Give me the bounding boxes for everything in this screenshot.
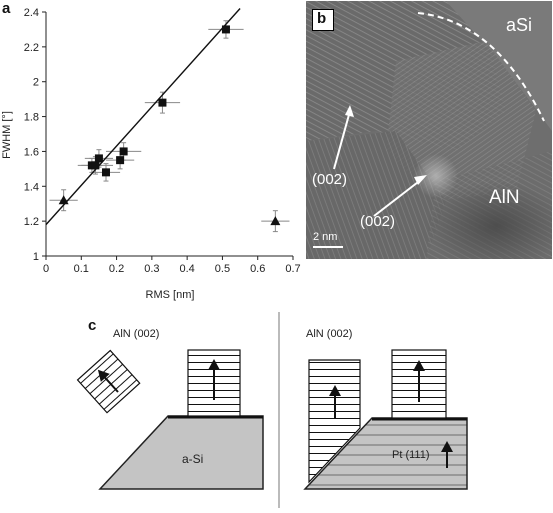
square-data-point: [221, 25, 230, 34]
aln-label: AlN: [489, 187, 520, 208]
aln-column-tilted: [76, 349, 141, 414]
x-tick-label: 0.3: [144, 263, 159, 275]
substrate-right-label: Pt (111): [392, 449, 430, 461]
orientation-annotation-1: (002): [312, 171, 348, 188]
x-tick-label: 0.7: [285, 263, 300, 275]
scale-bar-label: 2 nm: [313, 231, 338, 243]
orientation-annotation-2: (002): [360, 213, 396, 230]
square-data-point: [101, 168, 110, 177]
triangle-data-point: [270, 216, 281, 226]
square-data-point: [116, 156, 125, 165]
aln-column-on-slope: [308, 359, 361, 484]
right-title-aln: AlN (002): [306, 328, 353, 340]
y-tick-label: 1: [33, 251, 39, 263]
square-data-point: [158, 98, 167, 107]
tem-micrograph: [306, 1, 552, 259]
y-tick-label: 1.8: [24, 112, 39, 124]
y-tick-label: 1.2: [24, 216, 39, 228]
panel-b-letter: b: [317, 10, 327, 27]
panel-c-letter: c: [88, 317, 97, 334]
asi-label: aSi: [506, 15, 533, 35]
panel-a: a 0 0.1 0.2 0.3 0.4 0.5 0.6 0.7 1 1.2 1.4 1.6 1.8 2 2.…: [0, 0, 305, 310]
square-data-point: [119, 147, 128, 156]
y-tick-label: 2.4: [24, 7, 39, 19]
y-tick-label: 2.2: [24, 42, 39, 54]
y-axis-label: FWHM [°]: [1, 111, 13, 159]
substrate-left-label: a-Si: [182, 452, 204, 466]
panel-c-schematic: c: [0, 310, 553, 508]
arrow-2: [373, 178, 423, 217]
panel-b-letter-box: b: [312, 9, 334, 31]
y-tick-label: 2: [33, 77, 39, 89]
growth-schematic: [76, 312, 468, 508]
tem-image-panel: b aSi AlN (002) (002) 2 nm: [306, 1, 552, 259]
x-tick-label: 0.2: [109, 263, 124, 275]
x-tick-label: 0.5: [215, 263, 230, 275]
scale-bar: [313, 246, 343, 248]
triangle-data-point: [58, 195, 69, 205]
y-tick-label: 1.6: [24, 146, 39, 158]
x-tick-label: 0.4: [179, 263, 194, 275]
x-tick-label: 0.1: [74, 263, 89, 275]
left-title-aln: AlN (002): [113, 328, 160, 340]
x-tick-label: 0.6: [250, 263, 265, 275]
square-data-point: [94, 154, 103, 163]
x-tick-label: 0: [43, 263, 49, 275]
arrow-1: [333, 110, 351, 170]
linear-fit-line: [45, 8, 241, 226]
panel-a-letter: a: [2, 0, 11, 17]
y-tick-label: 1.4: [24, 181, 39, 193]
x-axis-label: RMS [nm]: [146, 289, 195, 301]
square-data-point: [91, 161, 100, 170]
fwhm-vs-rms-chart: 0 0.1 0.2 0.3 0.4 0.5 0.6 0.7 1 1.2 1.4 1.6 1.8 2 2.2 2…: [1, 7, 301, 301]
